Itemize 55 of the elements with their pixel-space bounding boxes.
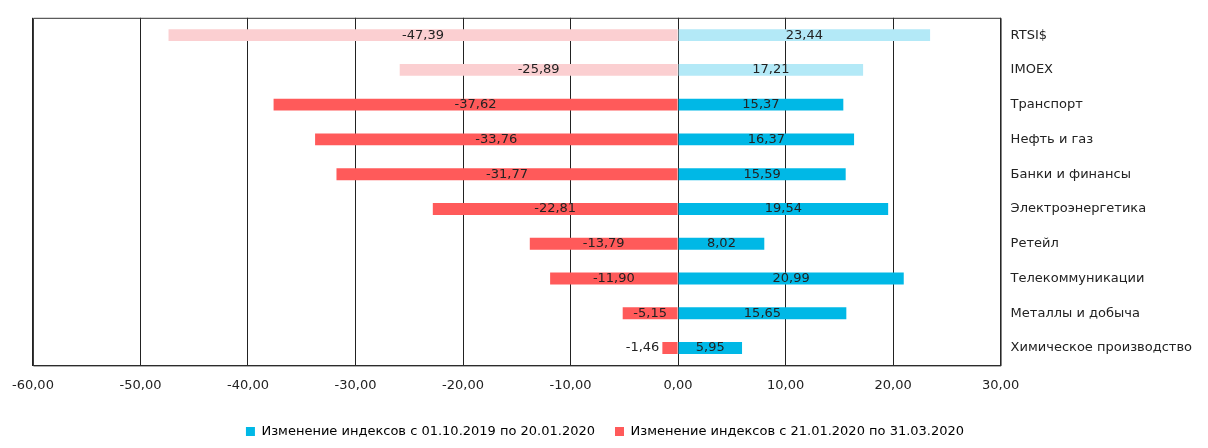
y-tick-label: Телекоммуникации xyxy=(1009,269,1145,285)
data-label: 17,21 xyxy=(752,61,790,77)
legend-label: Изменение индексов с 01.10.2019 по 20.01.2020 xyxy=(261,422,596,438)
data-label: 5,95 xyxy=(695,339,725,355)
data-label: -47,39 xyxy=(402,26,445,42)
data-label: -5,15 xyxy=(633,304,667,320)
y-tick-label: IMOEX xyxy=(1010,61,1054,77)
data-label: 15,65 xyxy=(743,304,782,320)
y-tick-label: Ретейл xyxy=(1010,235,1059,251)
x-tick-label: -20,00 xyxy=(442,376,484,392)
data-label: -1,46 xyxy=(625,339,660,355)
data-label: 19,54 xyxy=(764,200,802,216)
data-label: -22,81 xyxy=(534,200,577,216)
data-label: -33,76 xyxy=(475,130,518,146)
x-tick-label: 0,00 xyxy=(663,376,693,392)
data-label: 15,59 xyxy=(743,165,781,181)
y-tick-label: RTSI$ xyxy=(1010,26,1048,42)
bar xyxy=(529,237,678,250)
data-label: -13,79 xyxy=(582,235,625,251)
x-tick-label: -40,00 xyxy=(227,376,269,392)
y-tick-label: Электроэнергетика xyxy=(1010,200,1147,216)
bar xyxy=(432,203,678,215)
bar xyxy=(273,98,678,111)
data-label: -11,90 xyxy=(592,269,635,285)
y-tick-label: Банки и финансы xyxy=(1010,165,1131,181)
x-tick-label: 10,00 xyxy=(766,376,805,392)
bar xyxy=(678,64,864,76)
data-label: 15,37 xyxy=(742,96,780,112)
x-tick-label: 30,00 xyxy=(982,376,1020,392)
data-label: 23,44 xyxy=(785,26,823,42)
x-tick-label: -50,00 xyxy=(119,376,162,392)
bar xyxy=(678,98,844,111)
bar xyxy=(678,168,846,181)
bar xyxy=(678,203,889,215)
x-tick-label: -30,00 xyxy=(334,376,377,392)
bar xyxy=(399,64,678,76)
x-tick-label: -10,00 xyxy=(549,376,592,392)
y-tick-label: Металлы и добыча xyxy=(1010,304,1140,320)
bar xyxy=(168,29,678,42)
bar xyxy=(678,29,931,42)
data-label: -37,62 xyxy=(454,96,497,112)
data-label: 16,37 xyxy=(747,130,785,146)
bar xyxy=(662,342,678,354)
data-label: 20,99 xyxy=(772,269,810,285)
data-label: -31,77 xyxy=(486,165,528,181)
data-label: 8,02 xyxy=(706,235,736,251)
y-tick-label: Транспорт xyxy=(1009,96,1084,112)
y-tick-label: Химическое производство xyxy=(1010,339,1193,355)
x-tick-label: 20,00 xyxy=(874,376,912,392)
x-tick-label: -60,00 xyxy=(11,376,54,392)
y-tick-label: Нефть и газ xyxy=(1010,130,1094,146)
legend-label: Изменение индексов с 21.01.2020 по 31.03.2020 xyxy=(630,422,965,438)
bar xyxy=(336,168,678,181)
bar xyxy=(678,307,847,320)
data-label: -25,89 xyxy=(517,61,560,77)
